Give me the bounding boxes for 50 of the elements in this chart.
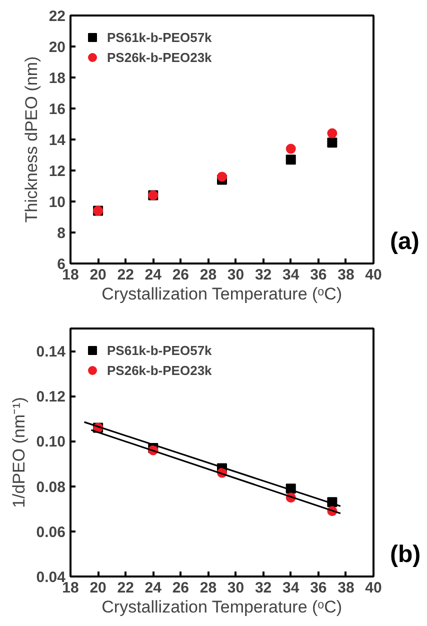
- text: (b): [390, 540, 421, 570]
- text: (a): [390, 227, 420, 257]
- y-tick-label: 0.12: [36, 388, 66, 406]
- y-tick-label: 0.08: [36, 478, 66, 496]
- x-tick-label: 34: [282, 266, 300, 284]
- y-tick-label: 12: [48, 163, 66, 180]
- x-tick-label: 24: [144, 266, 162, 284]
- legend-label: PS26k-b-PEO23k: [107, 362, 212, 378]
- x-tick-label: 22: [117, 266, 134, 284]
- y-axis-title: Thickness dPEO (nm): [22, 56, 41, 223]
- y-tick-label: 14: [48, 132, 66, 149]
- point: [286, 154, 296, 165]
- x-axis-title: Crystallization Temperature (ᵒC): [102, 598, 342, 616]
- y-tick-label: 16: [48, 101, 66, 118]
- x-tick-label: 26: [172, 266, 190, 284]
- y-tick-label: 22: [48, 8, 66, 25]
- x-tick-label: 24: [144, 580, 162, 596]
- legend-label: PS61k-b-PEO57k: [107, 342, 212, 358]
- x-tick-label: 20: [90, 580, 106, 596]
- point: [217, 172, 227, 182]
- x-tick-label: 32: [254, 266, 272, 284]
- x-tick-label: 38: [338, 266, 354, 284]
- x-tick-label: 34: [282, 580, 300, 596]
- x-axis-title: Crystallization Temperature (ᵒC): [102, 284, 342, 304]
- y-tick-label: 8: [57, 225, 66, 242]
- y-tick-label: 0.06: [36, 524, 66, 541]
- x-tick-label: 30: [227, 580, 244, 596]
- x-tick-label: 36: [310, 580, 327, 596]
- x-tick-label: 28: [200, 266, 217, 284]
- x-tick-label: 32: [254, 580, 272, 596]
- y-tick-label: 10: [48, 194, 66, 211]
- x-tick-label: 26: [172, 580, 190, 596]
- x-tick-label: 38: [338, 580, 354, 596]
- legend-label: PS26k-b-PEO23k: [107, 50, 212, 64]
- point: [327, 138, 338, 148]
- x-tick-label: 40: [365, 266, 382, 284]
- legend-label: PS61k-b-PEO57k: [107, 30, 212, 44]
- x-tick-label: 40: [365, 580, 382, 596]
- point: [286, 144, 296, 154]
- x-tick-label: 20: [90, 266, 106, 284]
- y-tick-label: 0.14: [36, 344, 66, 361]
- x-tick-label: 30: [227, 266, 244, 284]
- y-tick-label: 18: [48, 70, 66, 87]
- x-tick-label: 22: [117, 580, 134, 596]
- point: [327, 128, 338, 138]
- y-tick-label: 0.10: [36, 434, 66, 451]
- y-tick-label: 20: [48, 39, 66, 56]
- x-tick-label: 28: [200, 580, 217, 596]
- y-axis-title: 1/dPEO (nm⁻¹): [9, 397, 28, 508]
- x-tick-label: 36: [310, 266, 327, 284]
